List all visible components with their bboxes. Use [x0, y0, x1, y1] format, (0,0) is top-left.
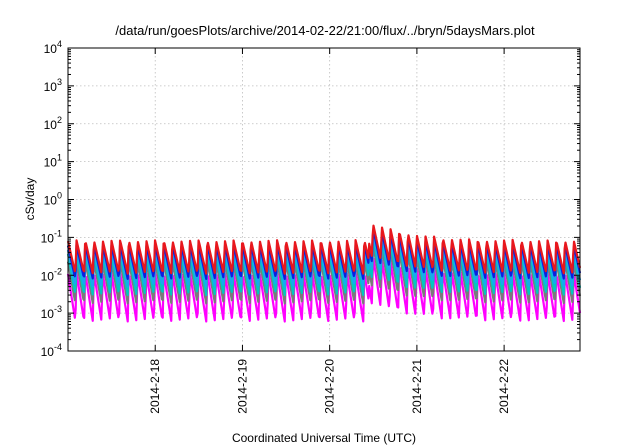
y-axis-label: cSv/day [23, 178, 37, 221]
x-tick-label: 2014-2-18 [148, 359, 162, 414]
x-tick-label: 2014-2-20 [323, 359, 337, 414]
series-line [66, 224, 582, 275]
y-tick-label: 10-3 [41, 304, 62, 321]
y-tick-label: 102 [44, 115, 62, 132]
x-axis: 2014-2-18 2014-2-19 2014-2-20 2014-2-21 2014… [148, 48, 511, 414]
y-axis: 10-4 10-3 10-2 10-1 100 101 102 103 104 [41, 39, 580, 359]
y-tick-label: 104 [44, 39, 62, 56]
x-tick-label: 2014-2-21 [410, 359, 424, 414]
chart-title: /data/run/goesPlots/archive/2014-02-22/2… [115, 23, 535, 38]
series-layer [66, 224, 582, 323]
y-tick-label: 10-2 [41, 266, 62, 283]
x-tick-label: 2014-2-19 [235, 359, 249, 414]
y-tick-label: 100 [44, 191, 62, 208]
x-tick-label: 2014-2-22 [497, 359, 511, 414]
y-tick-label: 103 [44, 77, 62, 94]
y-tick-label: 101 [44, 153, 62, 170]
x-axis-label: Coordinated Universal Time (UTC) [232, 431, 416, 445]
y-tick-label: 10-4 [41, 342, 62, 359]
y-tick-label: 10-1 [41, 228, 62, 245]
